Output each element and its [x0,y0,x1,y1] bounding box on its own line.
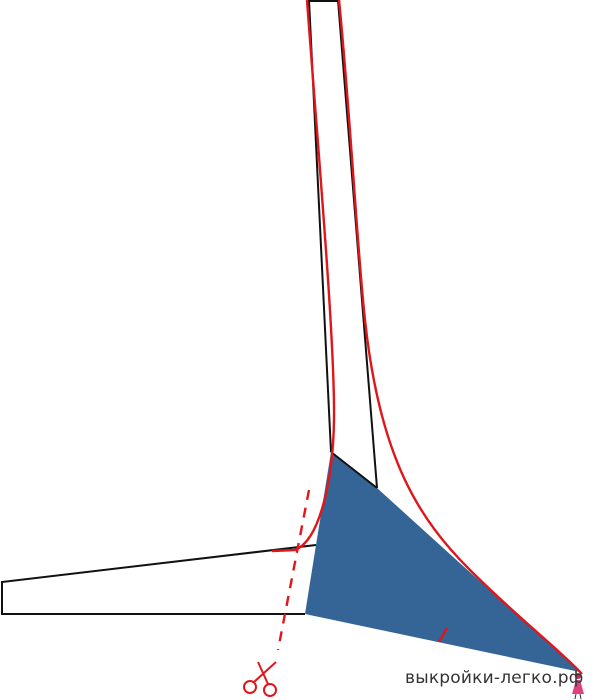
cut-line [276,489,311,651]
filled-wedge [305,452,580,672]
corrected-contour-left [271,0,336,553]
wedge-top-edge [330,451,378,489]
scissors-icon [243,661,277,697]
corrected-contour-right [337,0,583,675]
horizontal-strap-outline [1,544,317,615]
dress-figure-icon [572,673,584,700]
site-watermark: выкройки-легко.рф [405,668,584,688]
notch-mark [437,627,449,643]
